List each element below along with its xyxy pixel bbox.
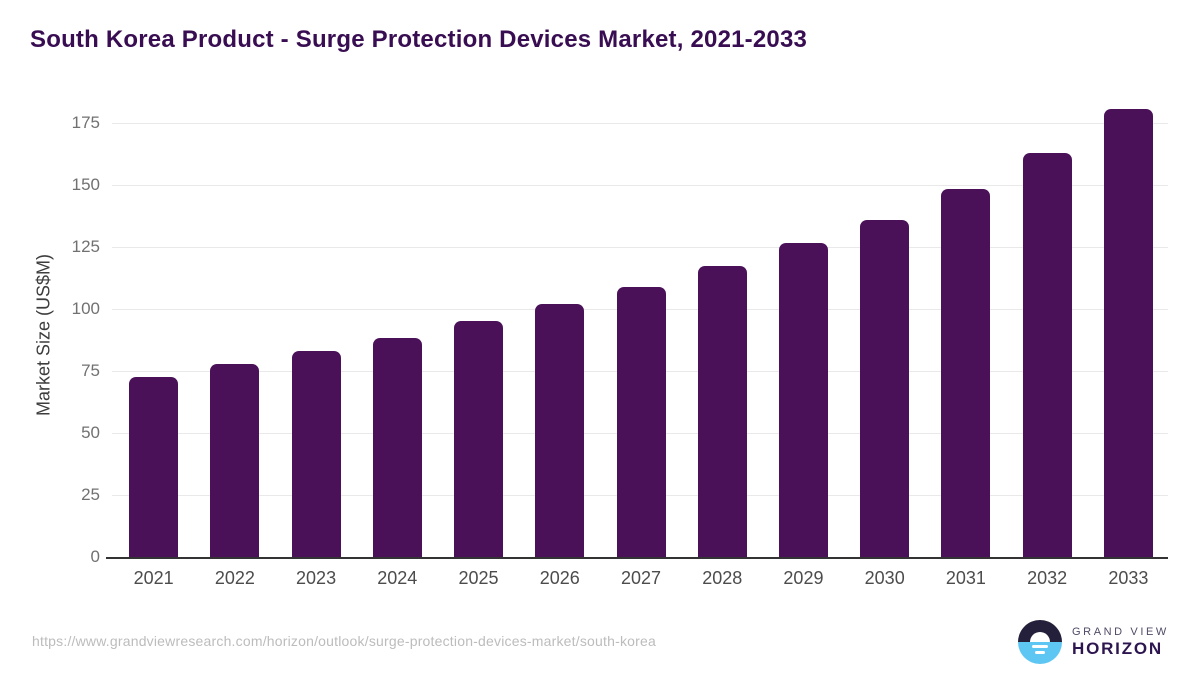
y-tick-0: 0: [90, 547, 100, 566]
bar-2024: [372, 337, 422, 557]
source-url: https://www.grandviewresearch.com/horizo…: [32, 633, 656, 649]
x-tick-2027: 2027: [620, 568, 662, 588]
x-tick-2021: 2021: [133, 568, 174, 588]
x-tick-2033: 2033: [1108, 568, 1149, 588]
bar-2032: [1022, 152, 1072, 557]
x-tick-2030: 2030: [864, 568, 905, 588]
x-tick-2031: 2031: [945, 568, 986, 588]
bar-2028: [697, 265, 747, 557]
bar-2026: [535, 304, 585, 557]
y-tick-75: 75: [81, 361, 100, 380]
bar-2033: [1103, 109, 1153, 557]
x-tick-2024: 2024: [377, 568, 418, 588]
chart-title: South Korea Product - Surge Protection D…: [30, 26, 808, 53]
bar-2031: [941, 188, 991, 557]
bar-2029: [778, 243, 828, 557]
y-axis-label: Market Size (US$M): [33, 253, 54, 417]
y-tick-175: 175: [71, 113, 100, 132]
brand-name-top: GRAND VIEW: [1072, 625, 1169, 638]
y-tick-50: 50: [81, 423, 100, 442]
horizon-sun-icon: [1018, 620, 1062, 664]
x-tick-2022: 2022: [214, 568, 255, 588]
brand-name-bottom: HORIZON: [1072, 638, 1163, 658]
x-tick-2023: 2023: [296, 568, 337, 588]
y-tick-150: 150: [71, 175, 100, 194]
x-axis-line: [106, 557, 1168, 559]
bar-2022: [210, 363, 260, 557]
bar-2030: [860, 219, 910, 557]
gridline-125: [112, 247, 1168, 248]
bar-2023: [291, 351, 341, 557]
bar-2027: [616, 286, 666, 557]
y-tick-25: 25: [81, 485, 100, 504]
bar-2021: [129, 377, 179, 557]
x-tick-2029: 2029: [783, 568, 824, 588]
x-tick-2026: 2026: [539, 568, 580, 588]
bar-2025: [454, 321, 504, 557]
gridline-175: [112, 123, 1168, 124]
x-tick-2028: 2028: [702, 568, 743, 588]
gridline-150: [112, 185, 1168, 186]
y-tick-100: 100: [71, 299, 100, 318]
brand-logo: GRAND VIEW HORIZON: [1018, 620, 1169, 664]
x-tick-2025: 2025: [458, 568, 499, 588]
x-tick-2032: 2032: [1027, 568, 1068, 588]
y-tick-125: 125: [71, 237, 100, 256]
